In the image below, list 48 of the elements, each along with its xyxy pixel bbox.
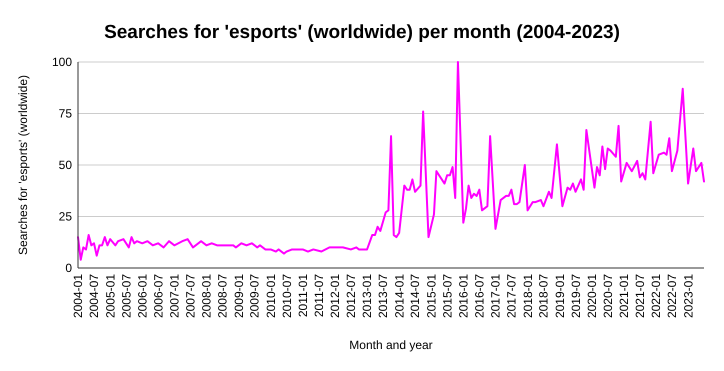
x-tick-label: 2012-07 (344, 274, 358, 318)
x-tick-label: 2017-07 (504, 274, 519, 318)
x-tick-label: 2014-01 (392, 274, 406, 318)
x-tick-label: 2018-07 (536, 274, 551, 318)
x-tick-label: 2022-01 (649, 274, 664, 318)
x-tick-label: 2008-01 (200, 274, 214, 318)
x-tick-label: 2019-07 (568, 274, 583, 318)
x-tick-label: 2006-07 (151, 274, 166, 318)
y-tick-label: 0 (65, 261, 72, 276)
x-tick-label: 2011-07 (312, 274, 326, 318)
x-tick-label: 2020-01 (584, 274, 599, 318)
y-tick-label: 75 (58, 106, 72, 121)
x-tick-label: 2015-07 (440, 274, 454, 318)
x-tick-label: 2018-01 (520, 274, 535, 318)
x-tick-label: 2016-01 (456, 274, 471, 318)
x-tick-label: 2011-01 (296, 274, 310, 318)
x-tick-label: 2009-01 (232, 274, 246, 318)
y-axis-title: Searches for 'esports' (worldwide) (16, 75, 30, 255)
x-tick-label: 2021-07 (633, 274, 648, 318)
x-tick-label: 2020-07 (600, 274, 615, 318)
x-tick-label: 2017-01 (488, 274, 503, 318)
x-tick-label: 2014-07 (408, 274, 422, 318)
x-axis-title: Month and year (349, 338, 433, 352)
y-tick-label: 50 (58, 158, 72, 172)
line-series (77, 61, 705, 261)
chart-title: Searches for 'esports' (worldwide) per month (2004-2023) (104, 22, 620, 43)
y-tick-label: 25 (58, 210, 72, 224)
x-tick-label: 2006-01 (135, 274, 150, 318)
x-tick-label: 2015-01 (424, 274, 438, 318)
x-tick-label: 2009-07 (248, 274, 262, 318)
x-tick-label: 2005-07 (119, 274, 134, 318)
x-tick-label: 2004-01 (71, 274, 86, 318)
x-tick-label: 2016-07 (472, 274, 487, 318)
x-tick-label: 2010-01 (264, 274, 278, 318)
x-tick-label: 2023-01 (681, 274, 696, 318)
x-tick-label: 2010-07 (280, 274, 294, 318)
x-tick-label: 2005-01 (103, 274, 118, 318)
x-tick-label: 2004-07 (87, 274, 102, 318)
x-tick-label: 2007-07 (183, 274, 198, 318)
x-tick-label: 2012-01 (328, 274, 342, 318)
x-tick-label: 2019-01 (552, 274, 567, 318)
x-tick-label: 2008-07 (216, 274, 230, 318)
x-tick-label: 2021-01 (617, 274, 632, 318)
x-tick-label: 2007-01 (168, 274, 182, 318)
x-tick-label: 2013-01 (360, 274, 374, 318)
x-tick-label: 2013-07 (376, 274, 390, 318)
x-tick-label: 2022-07 (665, 274, 680, 318)
y-tick-label: 100 (52, 55, 72, 70)
